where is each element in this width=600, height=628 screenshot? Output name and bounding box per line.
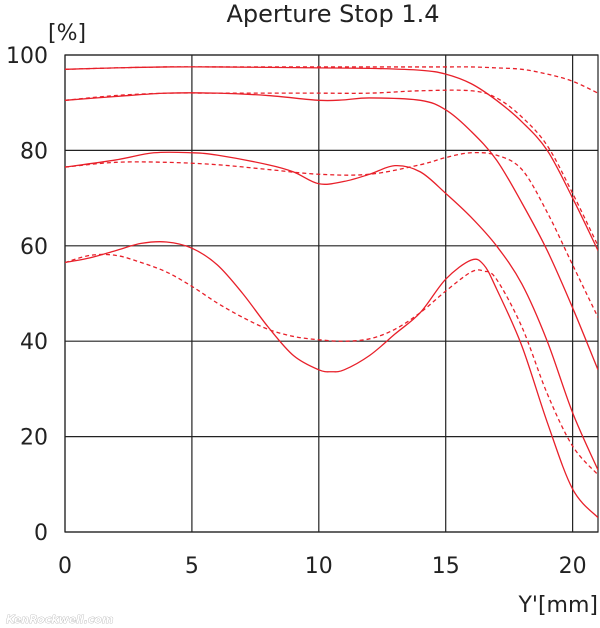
tick-labels: 0 5 10 15 20 0 20 40 60 80 100 [6,44,587,579]
series-line-5-dashed [65,151,598,318]
y-tick-label-5: 100 [6,44,48,69]
y-tick-label-3: 60 [20,235,48,260]
watermark-text: KenRockwell.com [6,613,113,626]
grid [64,54,599,533]
x-tick-label-4: 20 [559,554,587,579]
x-tick-label-0: 0 [58,554,72,579]
y-tick-label-2: 40 [20,330,48,355]
series-line-7-dashed [65,253,598,476]
chart-title: Aperture Stop 1.4 [227,0,440,28]
y-axis-unit-label: [%] [48,21,86,46]
y-tick-label-4: 80 [20,139,48,164]
series-line-0-solid [65,66,598,251]
y-tick-label-0: 0 [34,521,48,546]
series-line-2-solid [65,92,598,371]
series-lines [65,66,598,519]
series-line-4-solid [65,151,598,471]
series-line-3-dashed [65,89,598,247]
plot-frame [64,54,599,533]
y-tick-label-1: 20 [20,426,48,451]
x-tick-label-2: 10 [305,554,333,579]
series-line-1-dashed [65,66,598,94]
x-tick-label-1: 5 [185,554,199,579]
series-line-6-solid [65,241,598,519]
x-axis-label: Y'[mm] [517,593,598,618]
x-tick-label-3: 15 [432,554,460,579]
